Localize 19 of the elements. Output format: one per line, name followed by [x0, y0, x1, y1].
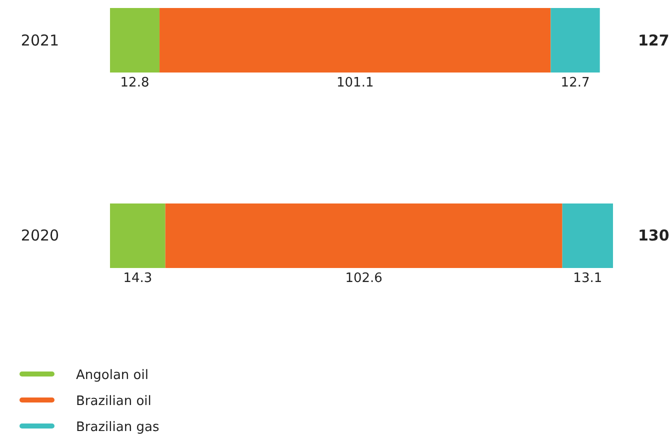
data-label: 101.1 [336, 76, 374, 91]
y-tick-label: 2021 [20, 31, 60, 50]
legend-label: Brazilian gas [76, 420, 160, 434]
data-label: 14.3 [123, 271, 152, 286]
total-label: 127 [638, 31, 670, 50]
bar [110, 203, 166, 268]
data-label: 12.7 [560, 76, 590, 91]
data-label: 102.6 [345, 271, 382, 286]
y-tick-label: 2020 [20, 226, 60, 245]
legend-label: Brazilian oil [76, 394, 152, 409]
data-label: 12.8 [120, 76, 150, 91]
bar [550, 8, 600, 73]
bar [160, 8, 551, 73]
legend-label: Angolan oil [76, 368, 148, 383]
total-label: 130 [638, 226, 670, 245]
data-label: 13.1 [573, 271, 602, 286]
bar [165, 203, 562, 268]
bar [562, 203, 613, 268]
bar [110, 8, 160, 73]
